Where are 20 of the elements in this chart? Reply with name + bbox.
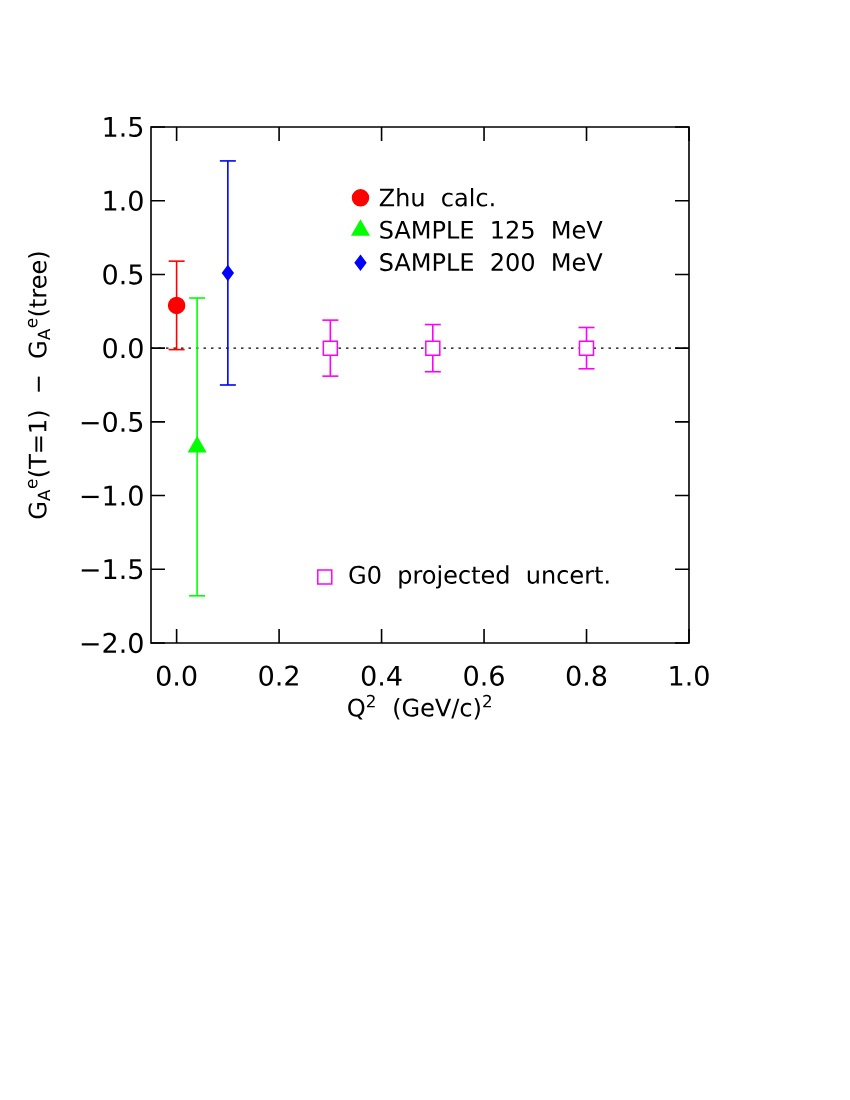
y-tick-label: −1.0 xyxy=(81,485,143,506)
x-tick-label: 0.8 xyxy=(566,665,607,686)
y-tick-label: 1.5 xyxy=(104,116,143,138)
x-tick-label: 1.0 xyxy=(670,665,709,686)
x-tick-label: 0.4 xyxy=(361,665,402,686)
legend-label: G0 projected uncert. xyxy=(349,565,609,589)
legend-label: SAMPLE 200 MeV xyxy=(380,253,603,272)
y-axis-title: G$_{A}$$^{e}$(T=1) − G$_{A}$$^{e}$(tree) xyxy=(27,252,51,519)
y-tick-label: −2.0 xyxy=(81,632,143,654)
legend-label: SAMPLE 125 MeV xyxy=(380,220,603,239)
y-tick-label: −0.5 xyxy=(81,411,143,433)
y-tick-label: 0.5 xyxy=(103,264,143,285)
x-tick-label: 0.2 xyxy=(259,665,298,686)
x-tick-label: 0.0 xyxy=(156,665,197,686)
x-axis-title: Q$^{2}$ (GeV/c)$^{2}$ xyxy=(348,694,491,720)
y-tick-label: 0.0 xyxy=(103,337,143,359)
y-tick-label: −1.5 xyxy=(81,559,143,580)
y-tick-label: 1.0 xyxy=(104,190,143,211)
x-tick-label: 0.6 xyxy=(464,665,504,686)
legend-label: Zhu calc. xyxy=(379,187,494,207)
